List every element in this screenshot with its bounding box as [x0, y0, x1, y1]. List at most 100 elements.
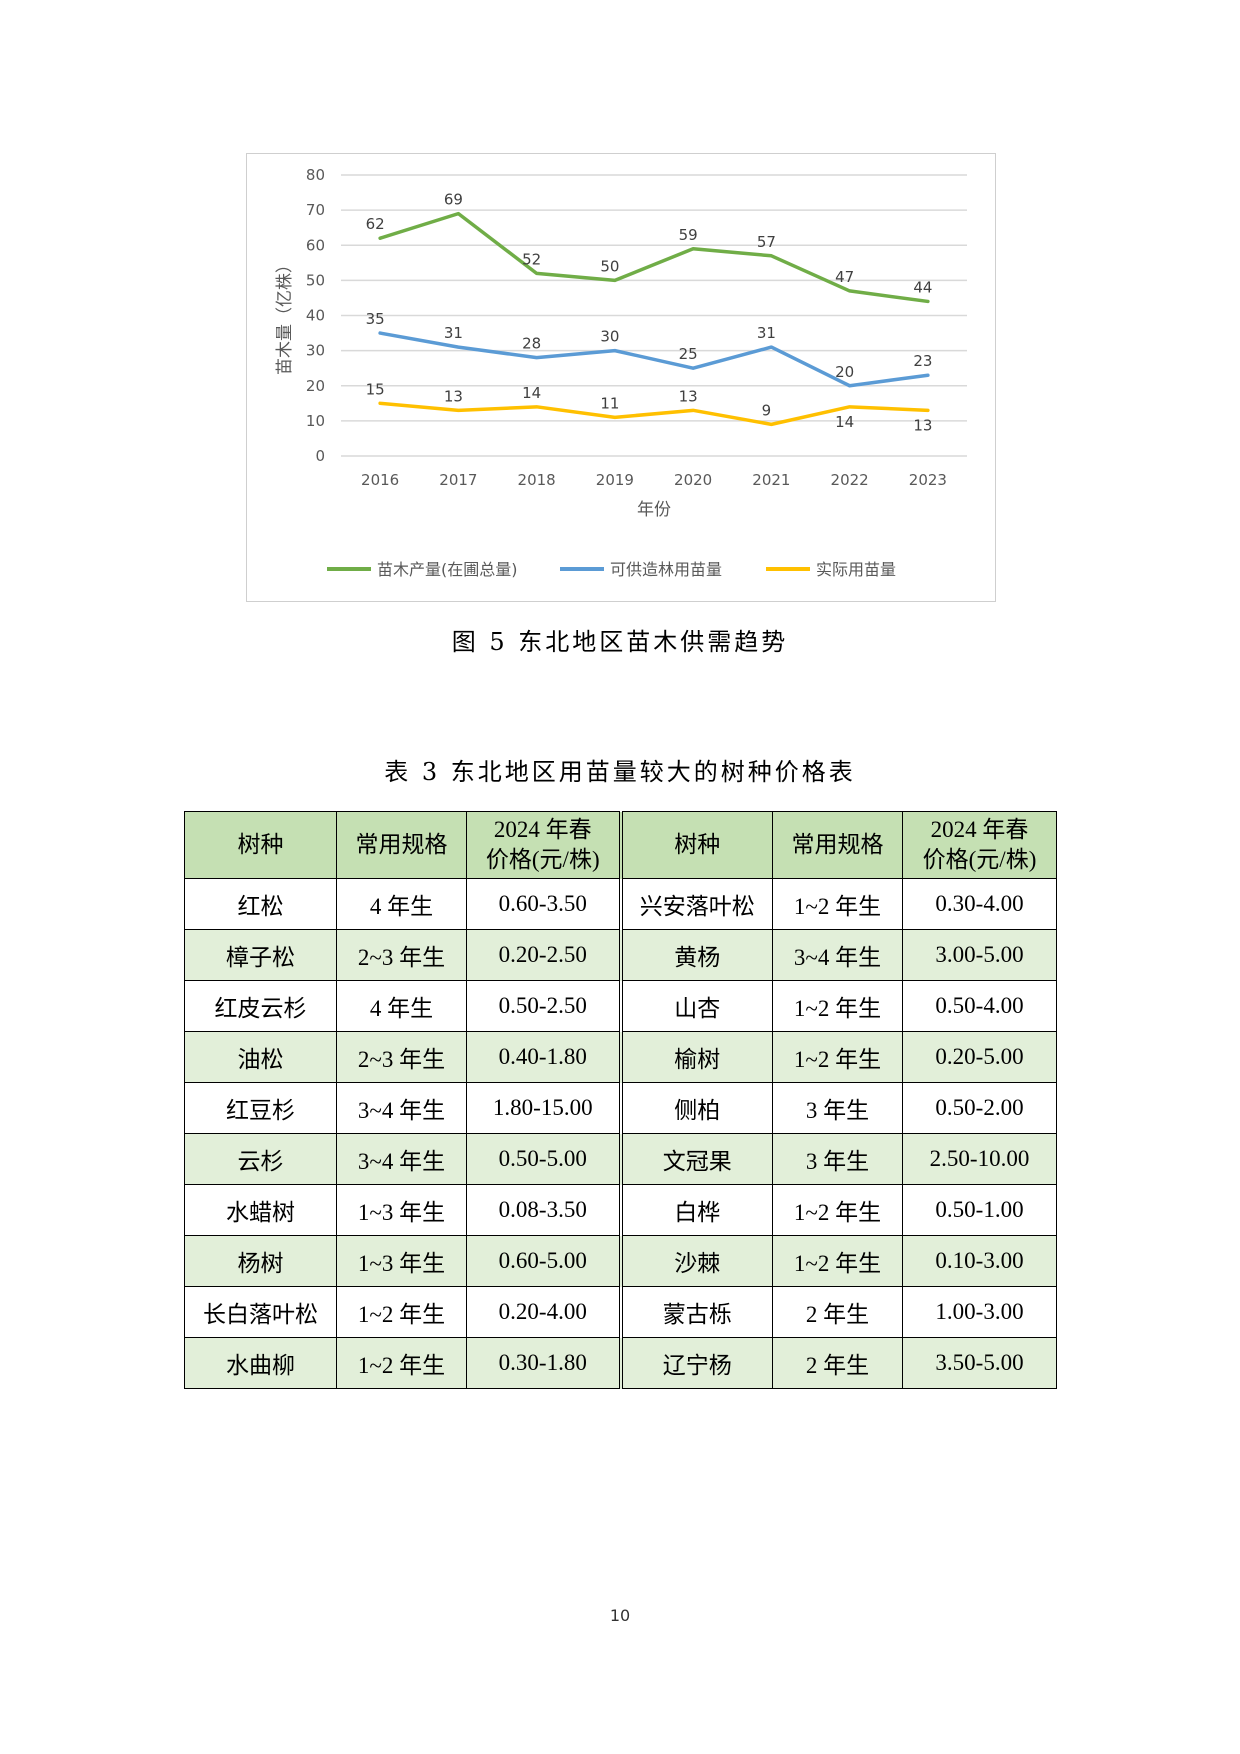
table-cell: 杨树 — [184, 1235, 337, 1287]
table-cell: 0.08-3.50 — [466, 1184, 623, 1236]
table-caption: 表 3 东北地区用苗量较大的树种价格表 — [384, 758, 856, 786]
table-cell: 沙棘 — [620, 1235, 773, 1287]
legend-label: 苗木产量(在圃总量) — [377, 560, 518, 579]
table-cell: 3~4 年生 — [772, 929, 903, 981]
table-cell: 1~2 年生 — [336, 1337, 467, 1389]
y-axis-label: 苗木量（亿株） — [275, 256, 295, 375]
table-cell: 2.50-10.00 — [902, 1133, 1057, 1185]
table-row: 红豆杉 3~4 年生 1.80-15.00 侧柏 3 年生 0.50-2.00 — [184, 1082, 1057, 1134]
data-label: 62 — [366, 215, 385, 233]
data-label: 35 — [366, 310, 385, 328]
data-label: 13 — [444, 387, 463, 405]
table-cell: 1~3 年生 — [336, 1184, 467, 1236]
table-cell: 文冠果 — [620, 1133, 773, 1185]
table-cell: 兴安落叶松 — [620, 878, 773, 930]
x-tick-label: 2016 — [361, 471, 399, 489]
series-line — [378, 331, 930, 388]
table-cell: 0.30-1.80 — [466, 1337, 623, 1389]
table-cell: 0.10-3.00 — [902, 1235, 1057, 1287]
figure-caption: 图 5 东北地区苗木供需趋势 — [451, 628, 789, 656]
table-cell: 2~3 年生 — [336, 1031, 467, 1083]
table-cell: 辽宁杨 — [620, 1337, 773, 1389]
table-row: 红皮云杉 4 年生 0.50-2.50 山杏 1~2 年生 0.50-4.00 — [184, 980, 1057, 1032]
header-cell: 常用规格 — [772, 811, 903, 879]
table-cell: 水蜡树 — [184, 1184, 337, 1236]
data-label: 28 — [522, 335, 541, 353]
y-tick-label: 40 — [306, 307, 325, 325]
legend-label: 可供造林用苗量 — [610, 560, 722, 579]
data-label: 50 — [600, 257, 619, 275]
table-cell: 水曲柳 — [184, 1337, 337, 1389]
table-cell: 1~2 年生 — [772, 1031, 903, 1083]
table-cell: 黄杨 — [620, 929, 773, 981]
data-label: 20 — [835, 363, 854, 381]
table-cell: 1~2 年生 — [336, 1286, 467, 1338]
y-tick-label: 70 — [306, 201, 325, 219]
table-cell: 2 年生 — [772, 1286, 903, 1338]
page-number: 10 — [609, 1606, 631, 1625]
table-cell: 1~2 年生 — [772, 1235, 903, 1287]
series-line — [378, 401, 930, 427]
y-tick-label: 10 — [306, 412, 325, 430]
data-label: 31 — [444, 324, 463, 342]
x-tick-label: 2017 — [439, 471, 477, 489]
data-label: 11 — [600, 394, 619, 412]
header-cell: 2024 年春 价格(元/株) — [902, 811, 1057, 879]
y-tick-label: 0 — [315, 447, 325, 465]
header-cell: 树种 — [184, 811, 337, 879]
header-cell: 树种 — [620, 811, 773, 879]
table-cell: 4 年生 — [336, 878, 467, 930]
table-cell: 4 年生 — [336, 980, 467, 1032]
table-row: 长白落叶松 1~2 年生 0.20-4.00 蒙古栎 2 年生 1.00-3.00 — [184, 1286, 1057, 1338]
data-label: 52 — [522, 250, 541, 268]
table-cell: 0.20-5.00 — [902, 1031, 1057, 1083]
table-cell: 侧柏 — [620, 1082, 773, 1134]
data-label: 69 — [444, 191, 463, 209]
header-cell: 2024 年春 价格(元/株) — [466, 811, 623, 879]
data-label: 44 — [913, 278, 932, 296]
x-axis-label: 年份 — [637, 500, 671, 520]
legend-label: 实际用苗量 — [816, 560, 896, 579]
data-label: 47 — [835, 268, 854, 286]
header-cell: 常用规格 — [336, 811, 467, 879]
price-table: 树种 常用规格 2024 年春 价格(元/株) 树种 常用规格 2024 年春 价格… — [184, 811, 1057, 1389]
data-label: 30 — [600, 328, 619, 346]
table-body: 红松 4 年生 0.60-3.50 兴安落叶松 1~2 年生 0.30-4.00 樟子松 2~… — [184, 878, 1057, 1389]
data-label: 13 — [679, 387, 698, 405]
table-cell: 3.50-5.00 — [902, 1337, 1057, 1389]
table-row: 樟子松 2~3 年生 0.20-2.50 黄杨 3~4 年生 3.00-5.00 — [184, 929, 1057, 981]
table-cell: 榆树 — [620, 1031, 773, 1083]
data-label: 57 — [757, 233, 776, 251]
table-row: 红松 4 年生 0.60-3.50 兴安落叶松 1~2 年生 0.30-4.00 — [184, 878, 1057, 930]
table-cell: 0.20-4.00 — [466, 1286, 623, 1338]
data-label: 25 — [679, 345, 698, 363]
table-cell: 长白落叶松 — [184, 1286, 337, 1338]
table-cell: 红豆杉 — [184, 1082, 337, 1134]
table-cell: 0.50-5.00 — [466, 1133, 623, 1185]
table-cell: 樟子松 — [184, 929, 337, 981]
table-cell: 1.00-3.00 — [902, 1286, 1057, 1338]
table-header-row: 树种 常用规格 2024 年春 价格(元/株) 树种 常用规格 2024 年春 价格… — [184, 811, 1057, 879]
table-cell: 1~2 年生 — [772, 1184, 903, 1236]
table-cell: 0.50-2.00 — [902, 1082, 1057, 1134]
table-cell: 3 年生 — [772, 1082, 903, 1134]
table-cell: 云杉 — [184, 1133, 337, 1185]
table-cell: 0.50-1.00 — [902, 1184, 1057, 1236]
x-tick-label: 2020 — [674, 471, 712, 489]
table-cell: 3 年生 — [772, 1133, 903, 1185]
data-label: 31 — [757, 324, 776, 342]
table-cell: 0.60-3.50 — [466, 878, 623, 930]
x-tick-label: 2023 — [909, 471, 947, 489]
table-cell: 1~2 年生 — [772, 878, 903, 930]
data-label: 23 — [913, 352, 932, 370]
table-cell: 3~4 年生 — [336, 1082, 467, 1134]
table-cell: 1.80-15.00 — [466, 1082, 623, 1134]
y-tick-label: 60 — [306, 236, 325, 254]
table-cell: 1~3 年生 — [336, 1235, 467, 1287]
table-row: 杨树 1~3 年生 0.60-5.00 沙棘 1~2 年生 0.10-3.00 — [184, 1235, 1057, 1287]
table-cell: 红松 — [184, 878, 337, 930]
series-line — [378, 211, 930, 304]
data-label: 13 — [913, 416, 932, 434]
chart-container: 0 10 20 30 40 50 60 70 80 2016 2017 2018 2019 2020 202… — [246, 153, 996, 602]
data-label: 15 — [366, 380, 385, 398]
